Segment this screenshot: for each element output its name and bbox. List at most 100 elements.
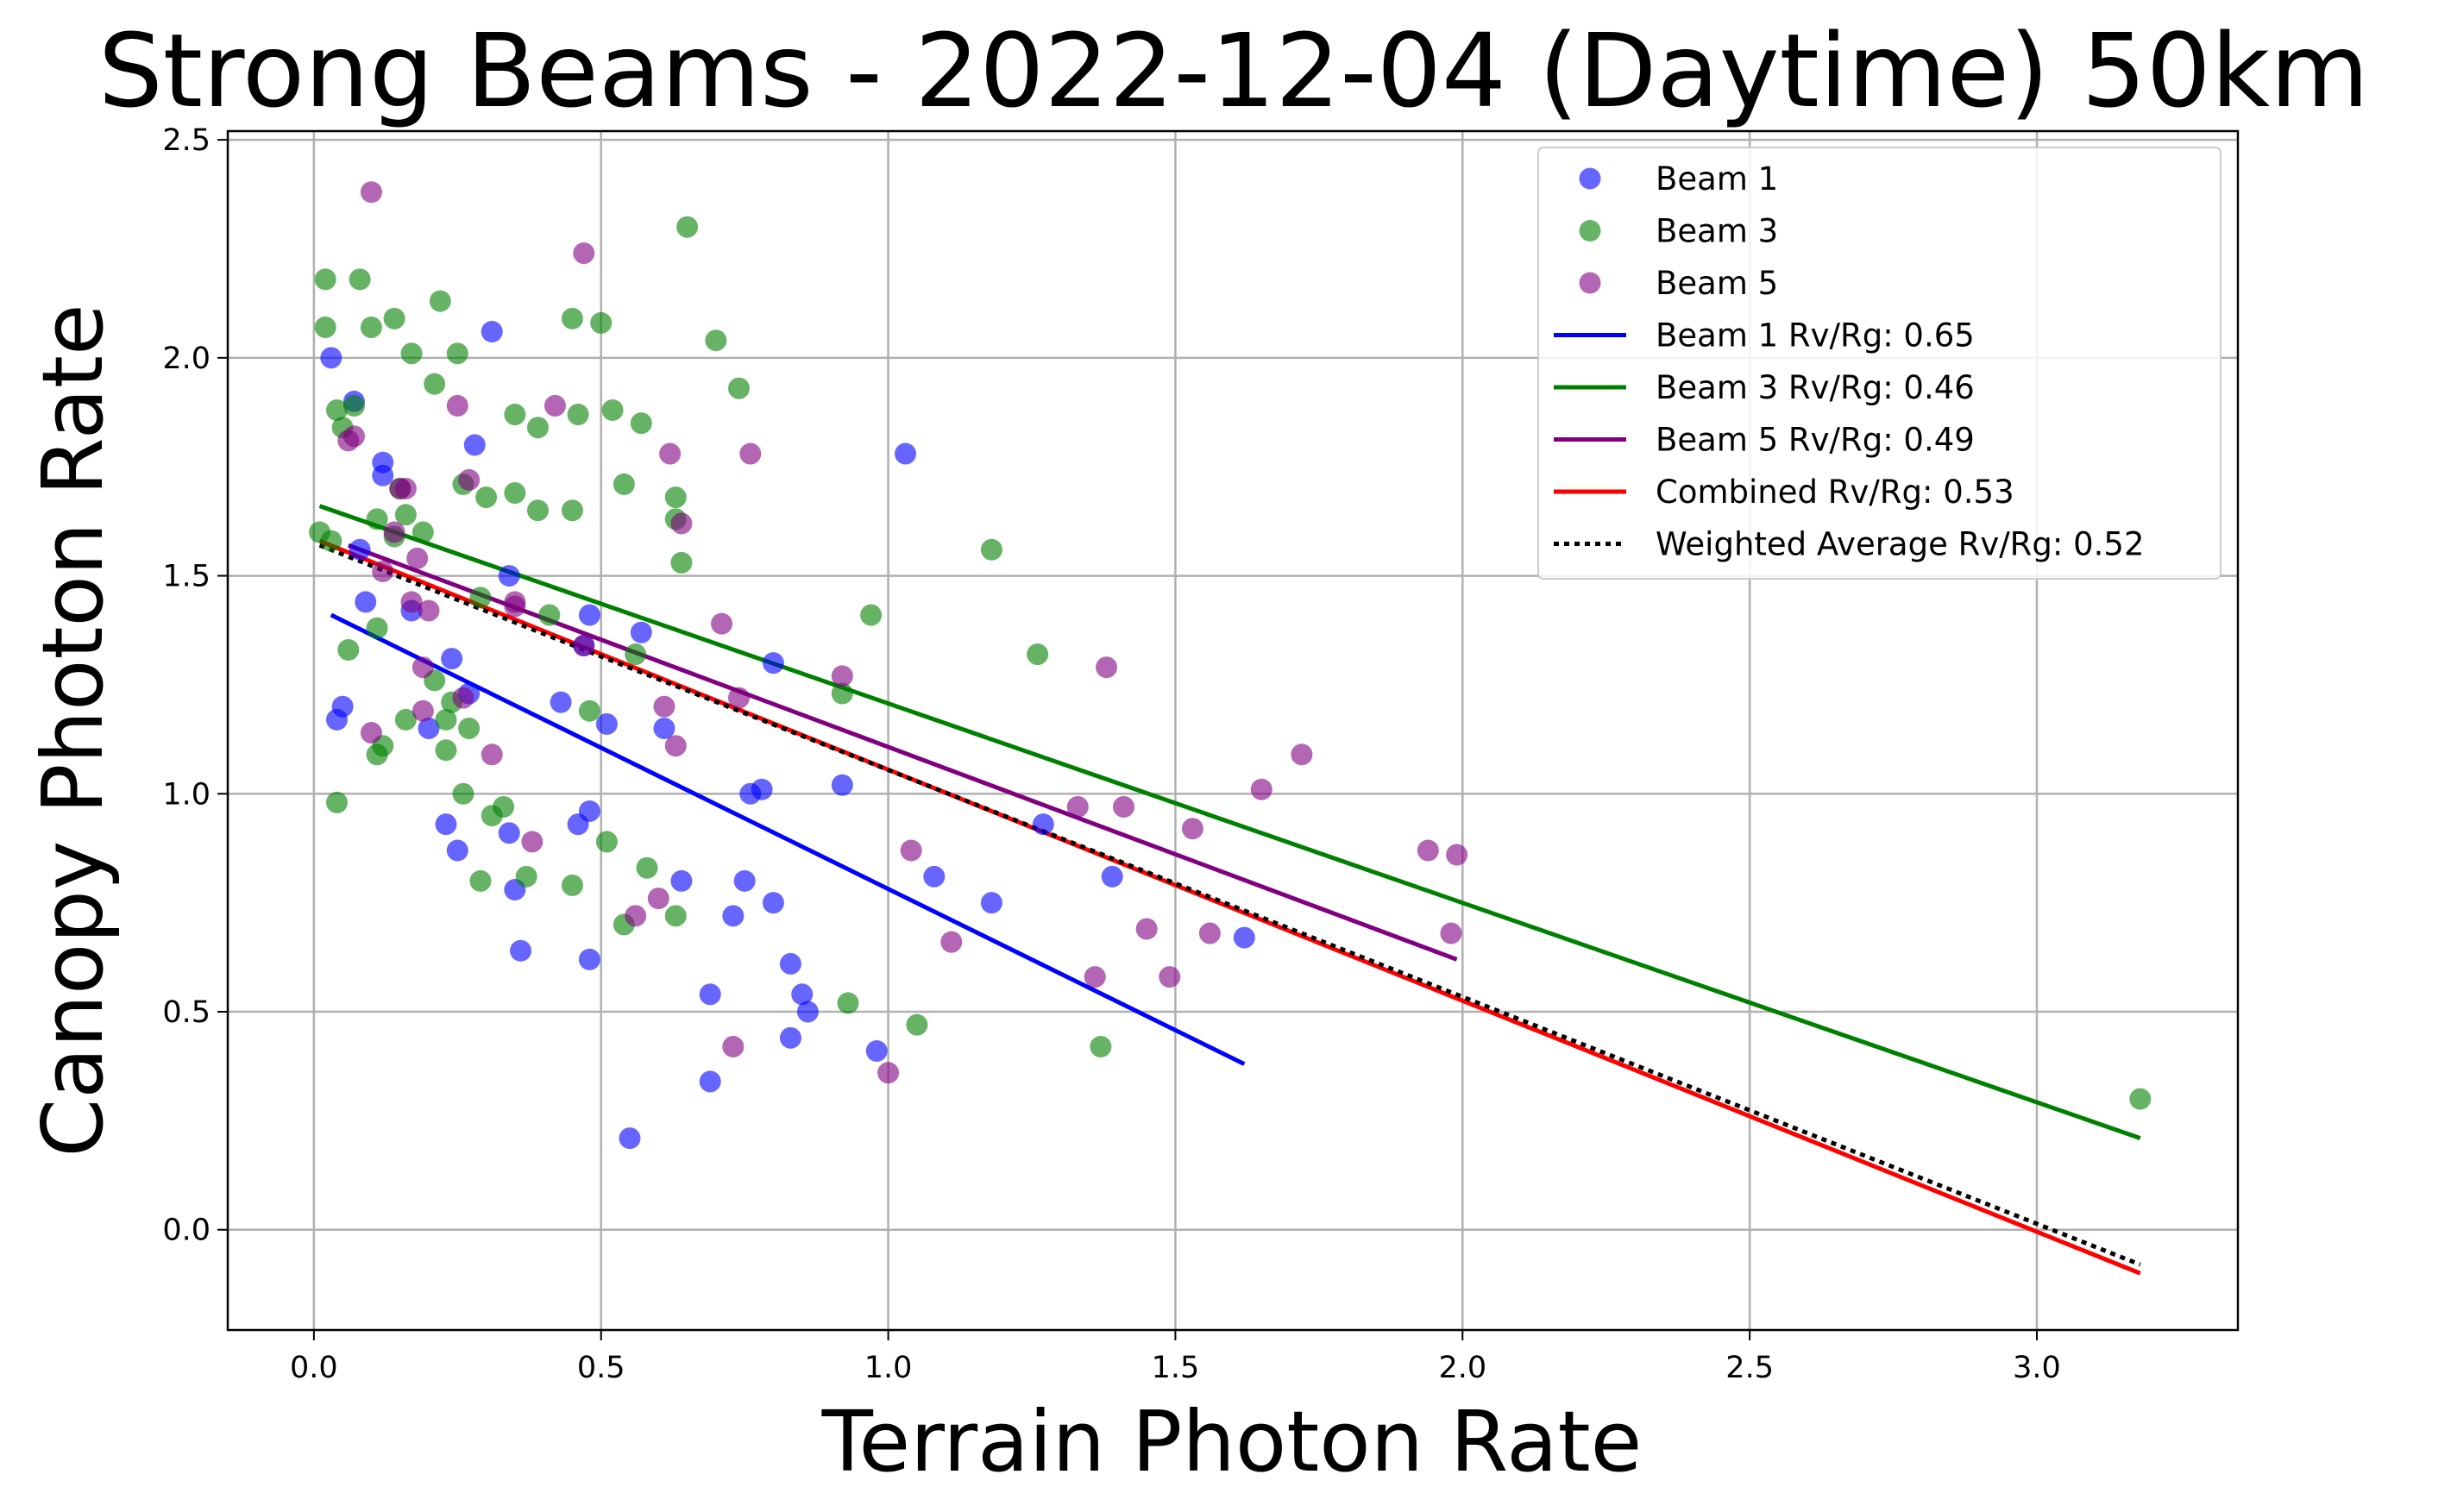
- beam-3-point: [394, 708, 417, 731]
- beam-5-point: [722, 1035, 745, 1057]
- x-tick-label: 1.0: [864, 1351, 913, 1385]
- beam-1-point: [578, 948, 600, 970]
- beam-3-point: [469, 869, 492, 892]
- x-tick-label: 0.0: [290, 1351, 338, 1385]
- legend-label: Beam 3: [1656, 213, 1778, 250]
- axis-ticks: 0.0 0.5 1.0 1.5 2.0 2.5 3.0 0.0 0.5 1.0 1.5 2.0 2.5: [162, 123, 2061, 1385]
- y-axis-label: Canopy Photon Rate: [24, 304, 122, 1157]
- beam-3-point: [538, 604, 561, 626]
- beam-5-point: [406, 547, 429, 569]
- legend: Beam 1 Beam 3 Beam 5 Beam 1 Rv/Rg: 0.65 Beam…: [1537, 147, 2221, 580]
- beam-3-point: [906, 1013, 928, 1036]
- beam-3-point: [578, 700, 600, 722]
- beam-3-point: [366, 508, 388, 530]
- beam-1-point: [595, 712, 618, 735]
- y-tick-label: 0.0: [162, 1214, 211, 1248]
- beam-3-point: [625, 643, 647, 666]
- beam-5-point: [653, 695, 676, 718]
- beam-5-point: [544, 394, 566, 417]
- beam-3-point: [676, 216, 699, 238]
- beam-1-point: [1032, 813, 1054, 836]
- beam-5-point: [831, 665, 853, 687]
- beam-1-point: [670, 869, 693, 892]
- beam-3-point: [320, 530, 342, 552]
- beam-3-point: [860, 604, 883, 626]
- beam-1-point: [418, 717, 440, 739]
- y-tick-label: 0.5: [162, 995, 211, 1030]
- legend-label: Beam 5 Rv/Rg: 0.49: [1656, 422, 1975, 459]
- beam-1-point: [481, 321, 503, 343]
- beam-1-point: [463, 434, 486, 456]
- beam-3-point: [831, 682, 853, 705]
- beam-5-point: [1113, 795, 1135, 818]
- plot-series: [309, 181, 2152, 1276]
- beam-5-point: [1066, 795, 1089, 818]
- beam-5-point: [659, 442, 682, 465]
- beam-1-point: [510, 939, 532, 962]
- beam-1-point: [722, 905, 745, 927]
- beam-3-point: [630, 412, 652, 435]
- beam-3-point: [366, 617, 388, 639]
- beam-5-point: [1250, 778, 1272, 800]
- beam-3-point: [515, 865, 537, 888]
- beam-3-fit-line: [318, 504, 2141, 1140]
- beam-5-point: [664, 735, 687, 757]
- beam-5-point: [1181, 818, 1203, 840]
- beam-5-point: [383, 521, 405, 543]
- legend-label: Beam 1: [1656, 160, 1778, 198]
- beam-5-point: [418, 599, 440, 622]
- beam-5-point: [360, 722, 382, 744]
- beam-1-point: [372, 451, 394, 474]
- beam-5-point: [900, 839, 922, 862]
- beam-3-point: [424, 373, 446, 395]
- beam-5-point: [573, 242, 595, 265]
- y-tick-label: 2.5: [162, 123, 211, 158]
- beam-5-point: [1440, 922, 1462, 944]
- beam-3-point: [400, 342, 423, 365]
- beam-1-point: [1101, 865, 1123, 888]
- beam-1-point: [498, 822, 520, 844]
- beam-5-point: [1135, 918, 1158, 940]
- beam-3-point: [705, 329, 727, 352]
- beam-5-point: [739, 442, 762, 465]
- legend-label: Weighted Average Rv/Rg: 0.52: [1656, 526, 2145, 563]
- beam-3-point: [412, 521, 434, 543]
- beam-3-point: [493, 795, 515, 818]
- beam-3-point: [504, 482, 526, 505]
- beam-3-point: [2129, 1088, 2152, 1110]
- beam-3-point: [383, 307, 405, 329]
- beam-1-point: [441, 648, 463, 670]
- beam-1-point: [498, 565, 520, 587]
- beam-5-point: [412, 656, 434, 679]
- beam-5-point: [1198, 922, 1221, 944]
- y-tick-label: 1.0: [162, 777, 211, 812]
- beam-1-point: [320, 347, 342, 369]
- beam-3-point: [561, 874, 583, 896]
- beam-3-point: [325, 398, 348, 421]
- beam-1-point: [578, 604, 600, 626]
- beam-3-point: [601, 398, 624, 421]
- beam-3-point: [670, 551, 693, 574]
- legend-label: Beam 3 Rv/Rg: 0.46: [1656, 369, 1975, 406]
- y-tick-label: 1.5: [162, 560, 211, 594]
- beam-1-point: [630, 621, 652, 643]
- beam-5-point: [458, 468, 481, 491]
- beam-1-point: [751, 778, 773, 800]
- beam-3-point: [1090, 1035, 1112, 1057]
- beam-3-point: [561, 307, 583, 329]
- beam-1-point: [653, 717, 676, 739]
- x-tick-label: 2.0: [1438, 1351, 1486, 1385]
- beam-5-point: [1084, 966, 1106, 988]
- beam-5-point: [412, 700, 434, 722]
- beam-3-point: [664, 486, 687, 509]
- beam-3-point: [446, 342, 468, 365]
- beam-3-point: [325, 791, 348, 813]
- beam-3-point: [613, 473, 635, 495]
- beam-1-point: [791, 983, 814, 1006]
- beam-1-point: [550, 691, 572, 713]
- x-tick-label: 1.5: [1152, 1351, 1200, 1385]
- beam-1-fit-line: [330, 612, 1246, 1066]
- beam-3-point: [1027, 643, 1049, 666]
- x-tick-label: 3.0: [2013, 1351, 2061, 1385]
